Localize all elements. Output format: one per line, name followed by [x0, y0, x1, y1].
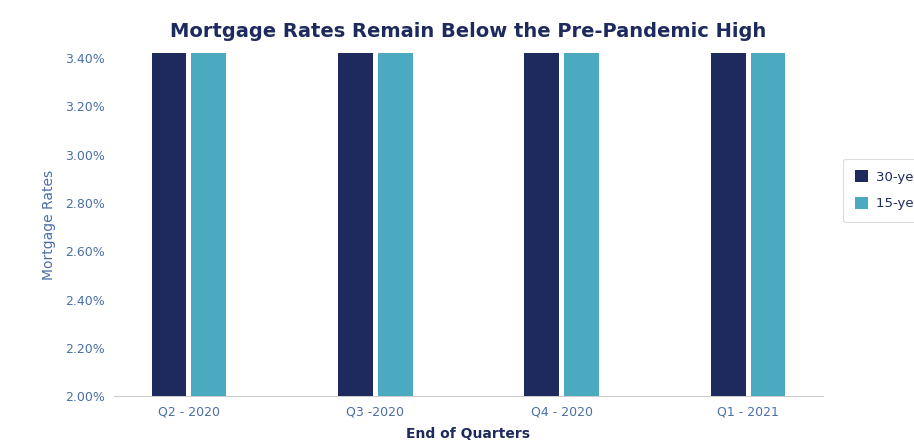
Title: Mortgage Rates Remain Below the Pre-Pandemic High: Mortgage Rates Remain Below the Pre-Pand… [170, 22, 767, 41]
Bar [377, 0, 412, 396]
Bar [191, 0, 226, 396]
Y-axis label: Mortgage Rates: Mortgage Rates [42, 170, 57, 280]
Bar [750, 0, 785, 396]
Bar [564, 0, 599, 396]
Bar [711, 0, 746, 396]
Bar [525, 0, 559, 396]
Bar [152, 0, 186, 396]
X-axis label: End of Quarters: End of Quarters [407, 427, 530, 441]
Bar [338, 0, 373, 396]
Legend: 30-year fixed, 15-year fixed: 30-year fixed, 15-year fixed [844, 158, 914, 222]
